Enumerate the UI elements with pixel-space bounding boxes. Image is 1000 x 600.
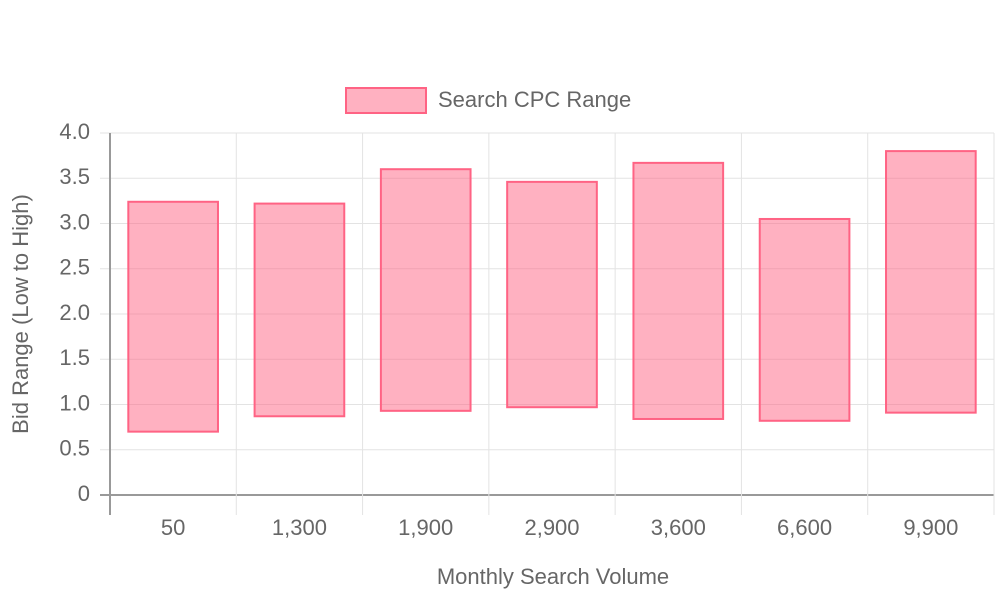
bar (253, 202, 346, 418)
bar (632, 161, 725, 420)
x-tick-label: 6,600 (777, 515, 832, 540)
legend-label: Search CPC Range (438, 87, 631, 112)
x-axis-title: Monthly Search Volume (437, 564, 669, 589)
bar (506, 180, 598, 409)
y-tick-label: 2.0 (59, 300, 90, 325)
y-tick-label: 0.5 (59, 436, 90, 461)
y-tick-label: 0 (78, 481, 90, 506)
x-tick-label: 2,900 (524, 515, 579, 540)
x-tick-label: 1,300 (272, 515, 327, 540)
x-tick-label: 1,900 (398, 515, 453, 540)
y-tick-label: 1.0 (59, 390, 90, 415)
bar (758, 217, 851, 422)
x-tick-label: 3,600 (651, 515, 706, 540)
y-tick-label: 4.0 (59, 119, 90, 144)
bar (127, 200, 219, 433)
bar (379, 168, 472, 412)
legend-swatch (345, 87, 427, 114)
y-tick-label: 3.5 (59, 164, 90, 189)
bar (885, 150, 977, 414)
x-tick-label: 9,900 (903, 515, 958, 540)
x-tick-label: 50 (161, 515, 185, 540)
y-tick-label: 2.5 (59, 255, 90, 280)
y-tick-label: 3.0 (59, 209, 90, 234)
y-axis-title: Bid Range (Low to High) (8, 194, 33, 434)
y-tick-label: 1.5 (59, 345, 90, 370)
